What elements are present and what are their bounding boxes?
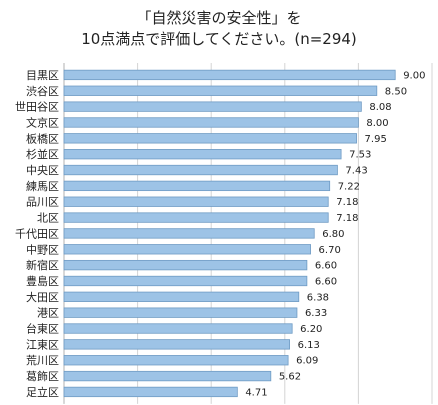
category-label: 渋谷区 (26, 85, 59, 98)
value-label: 6.80 (322, 229, 344, 240)
value-label: 6.70 (319, 245, 341, 256)
category-label: 練馬区 (26, 179, 59, 193)
category-label: 世田谷区 (15, 101, 59, 114)
category-label: 葛飾区 (26, 370, 59, 383)
value-label: 5.62 (279, 372, 301, 383)
category-label: 品川区 (26, 196, 59, 209)
value-label: 7.43 (345, 166, 367, 177)
bar (63, 117, 359, 128)
category-label: 台東区 (26, 322, 59, 336)
bar (63, 259, 308, 271)
value-label: 6.38 (307, 292, 329, 303)
bar (63, 85, 378, 96)
value-label: 7.53 (349, 150, 371, 161)
category-label: 新宿区 (26, 258, 59, 272)
value-label: 6.33 (305, 308, 327, 319)
value-label: 6.60 (315, 261, 337, 272)
bar (63, 133, 357, 144)
bar (63, 386, 238, 398)
category-label: 文京区 (26, 115, 59, 129)
value-label: 7.22 (338, 181, 360, 192)
category-label: 板橋区 (26, 131, 59, 145)
value-label: 6.60 (315, 276, 337, 287)
value-label: 7.95 (365, 134, 387, 145)
category-label: 中野区 (26, 243, 59, 256)
bar (63, 323, 293, 334)
bar (63, 101, 362, 112)
category-label: 港区 (37, 307, 59, 320)
bar (63, 212, 329, 223)
category-label: 目黒区 (26, 69, 59, 82)
bar (63, 149, 342, 160)
chart-title-line-2: 10点満点で評価してください。(n=294) (81, 30, 357, 48)
bar (63, 355, 289, 366)
category-label: 荒川区 (26, 354, 59, 367)
category-label: 杉並区 (26, 147, 59, 161)
chart-title-line-1: 「自然災害の安全性」を (136, 9, 302, 27)
category-label: 中央区 (26, 164, 59, 177)
value-label: 7.18 (336, 197, 358, 208)
bar (63, 291, 300, 302)
category-label: 豊島区 (26, 274, 59, 288)
value-label: 6.20 (300, 324, 322, 335)
value-label: 8.00 (366, 118, 388, 129)
value-label: 4.71 (245, 387, 267, 398)
bar (63, 228, 315, 239)
category-label: 北区 (37, 212, 59, 225)
bar (63, 307, 298, 318)
bar (63, 275, 308, 287)
category-label: 千代田区 (15, 227, 59, 240)
value-label: 7.18 (336, 213, 358, 224)
bar (63, 370, 272, 382)
bar (63, 339, 290, 350)
bar (63, 164, 338, 176)
bar (63, 244, 311, 255)
bar (63, 69, 396, 81)
value-label: 8.08 (369, 102, 391, 113)
value-label: 6.09 (296, 356, 318, 367)
value-label: 6.13 (298, 340, 320, 351)
category-label: 江東区 (26, 338, 59, 351)
category-label: 大田区 (26, 290, 59, 304)
category-label: 足立区 (26, 385, 59, 399)
bar (63, 180, 331, 192)
value-label: 8.50 (385, 86, 407, 97)
bar (63, 196, 329, 207)
value-label: 9.00 (403, 70, 425, 81)
